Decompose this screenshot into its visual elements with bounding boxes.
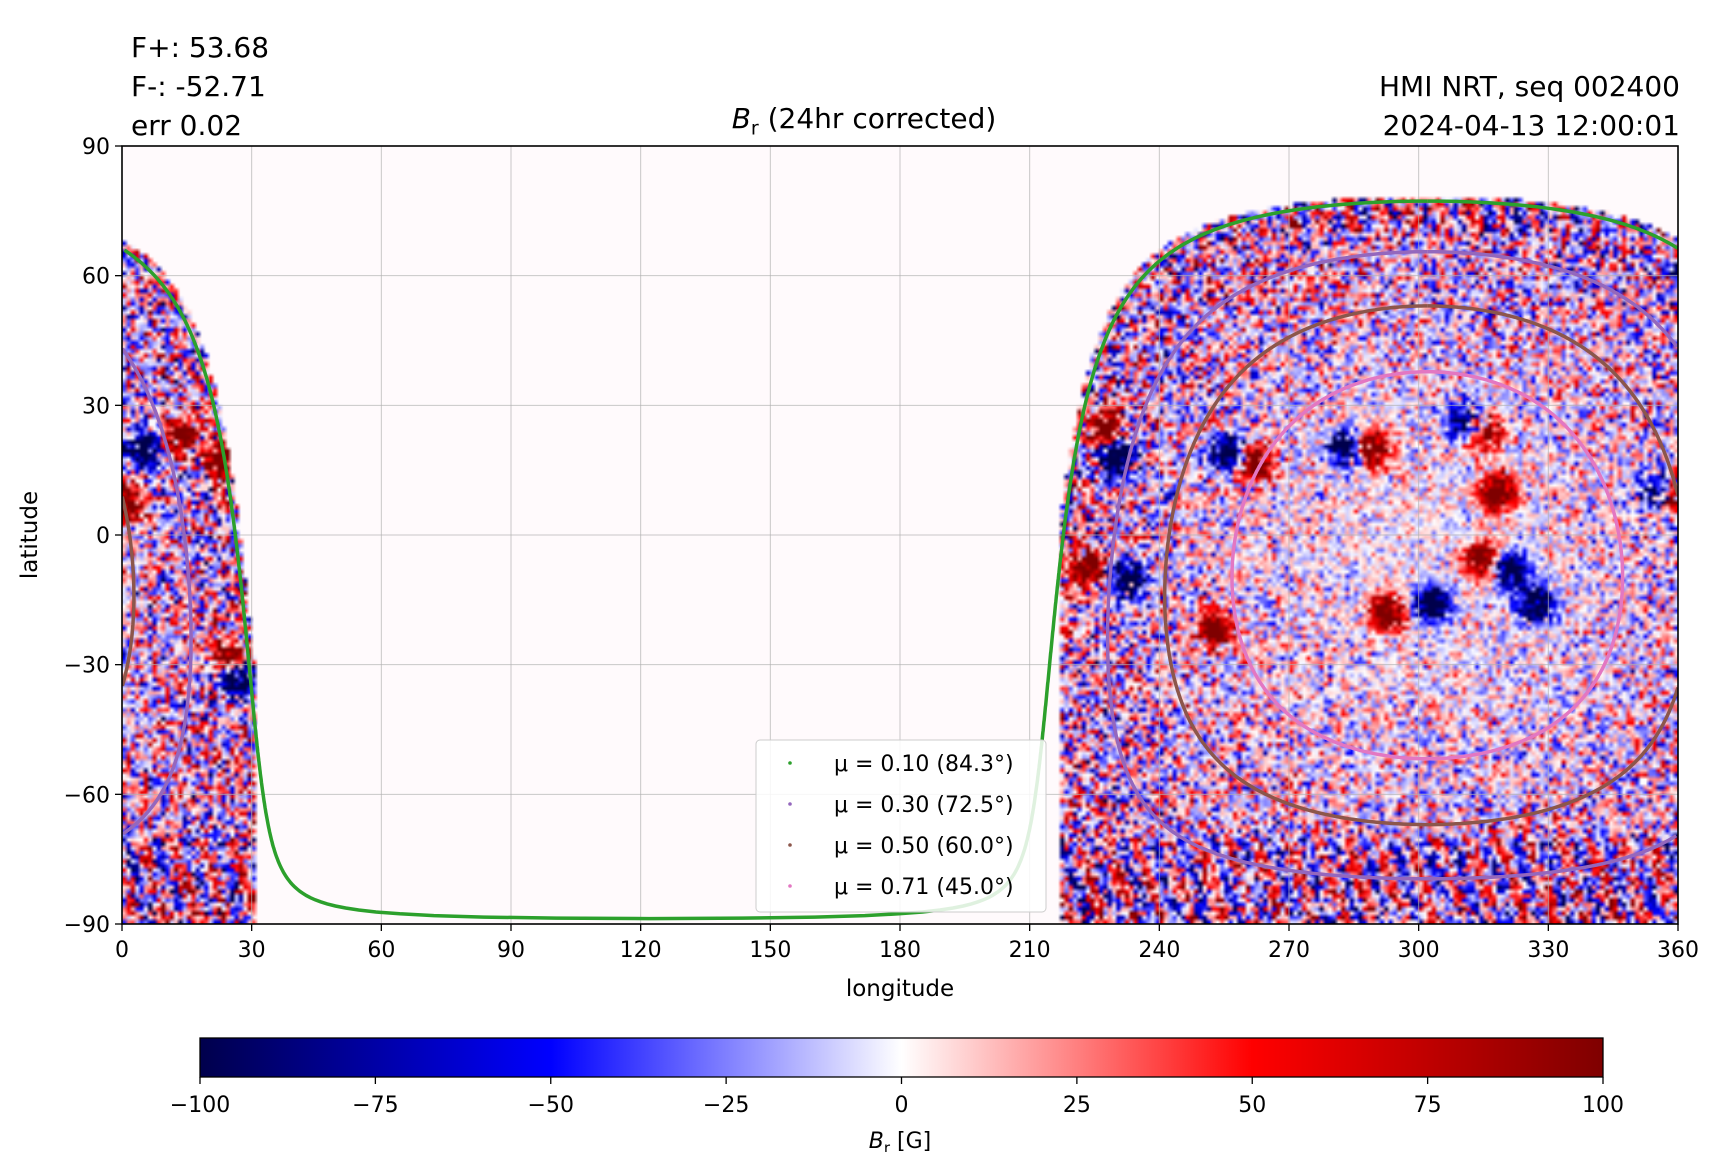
x-tick-label: 360 [1657,938,1699,963]
x-tick-label: 30 [238,938,266,963]
x-tick-label: 0 [115,938,129,963]
y-tick-label: 90 [82,135,110,160]
colorbar-tick-label: −50 [528,1093,574,1118]
mu-contour-line [1230,370,1625,761]
flux-summary: F+: 53.68 F-: -52.71 err 0.02 [131,28,269,145]
x-tick-label: 240 [1138,938,1180,963]
legend-entry: μ = 0.10 (84.3°) [834,752,1014,777]
y-tick-label: −30 [64,654,110,679]
legend-box [755,739,1047,913]
x-tick-label: 150 [749,938,791,963]
y-tick-label: −90 [64,913,110,938]
y-tick-label: −60 [64,783,110,808]
x-tick-label: 270 [1268,938,1310,963]
mu-contour-line [1427,304,1678,496]
flux-positive: F+: 53.68 [131,31,270,64]
mu-contour-line [1427,249,1678,348]
y-tick-label: 0 [96,524,110,549]
legend-entry: μ = 0.50 (60.0°) [834,834,1014,859]
x-tick-label: 180 [879,938,921,963]
legend-marker [788,761,792,765]
colorbar: Br [G] −100 −75 −50 −25 0 25 50 75 100 [170,1037,1624,1152]
flux-error: err 0.02 [131,109,243,142]
title-symbol: B [731,102,751,135]
legend: μ = 0.10 (84.3°) μ = 0.30 (72.5°) μ = 0.50… [755,739,1047,913]
legend-entry: μ = 0.30 (72.5°) [834,793,1014,818]
title-text: (24hr corrected) [758,102,997,135]
mu-contour-line [1105,249,1678,881]
colorbar-tick-label: 75 [1414,1093,1442,1118]
mu-contour-line [122,347,193,836]
legend-marker [788,884,792,888]
y-tick-label: 60 [82,265,110,290]
legend-entry: μ = 0.71 (45.0°) [834,875,1014,900]
legend-marker [788,843,792,847]
mu-contour-line [1427,199,1678,250]
mu-contour-line [122,496,136,687]
y-tick-label: 30 [82,394,110,419]
x-tick-label: 60 [367,938,395,963]
colorbar-tick-label: −75 [352,1093,398,1118]
y-axis-label: latitude [17,491,43,579]
x-axis-ticks: 0 30 60 90 120 150 180 210 240 270 300 330 360 [115,924,1699,963]
x-tick-label: 330 [1527,938,1569,963]
colorbar-tick-label: −25 [703,1093,749,1118]
colorbar-tick-label: 0 [895,1093,909,1118]
y-axis-ticks: −90 −60 −30 0 30 60 90 [64,135,122,938]
colorbar-tick-label: 25 [1063,1093,1091,1118]
title-subscript: r [750,117,759,140]
x-tick-label: 120 [620,938,662,963]
observation-info: HMI NRT, seq 002400 2024-04-13 12:00:01 [1379,67,1680,145]
flux-negative: F-: -52.71 [131,70,266,103]
colorbar-tick-label: −100 [170,1093,230,1118]
colorbar-tick-label: 50 [1238,1093,1266,1118]
data-source: HMI NRT, seq 002400 [1378,70,1680,103]
observation-timestamp: 2024-04-13 12:00:01 [1382,109,1680,142]
colorbar-label: Br [G] [869,1129,931,1152]
colorbar-gradient [199,1037,1604,1078]
mu-contour-line [1162,304,1678,827]
x-tick-label: 90 [497,938,525,963]
legend-marker [788,802,792,806]
colorbar-tick-label: 100 [1582,1093,1624,1118]
x-tick-label: 210 [1009,938,1051,963]
x-tick-label: 300 [1398,938,1440,963]
chart-title: Br (24hr corrected) [0,102,1728,140]
x-axis-label: longitude [846,976,954,1002]
